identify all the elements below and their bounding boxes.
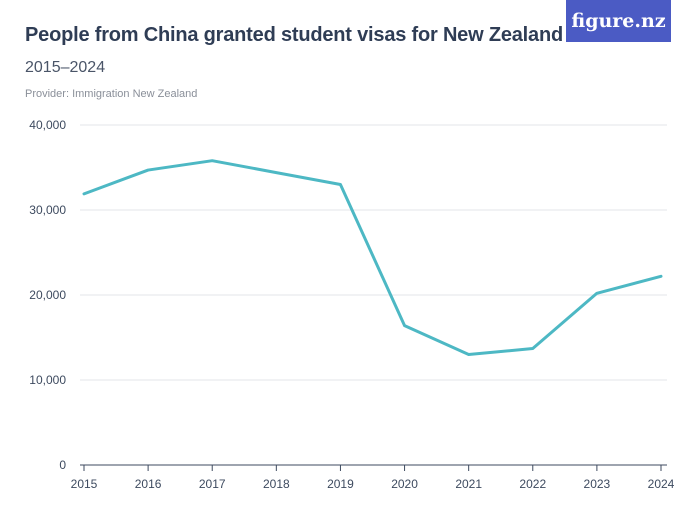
x-tick-label: 2020 bbox=[391, 477, 418, 491]
x-axis: 2015 2016 2017 2018 2019 2020 2021 2022 2023 2024 bbox=[71, 464, 675, 491]
x-tick-label: 2023 bbox=[584, 477, 611, 491]
y-tick-label: 40,000 bbox=[29, 118, 66, 132]
grid-lines bbox=[80, 124, 667, 381]
x-tick-label: 2024 bbox=[648, 477, 675, 491]
x-tick-label: 2016 bbox=[135, 477, 162, 491]
y-tick-label: 10,000 bbox=[29, 373, 66, 387]
chart-title: People from China granted student visas … bbox=[25, 24, 563, 46]
x-tick-label: 2022 bbox=[519, 477, 546, 491]
series-line bbox=[82, 159, 663, 356]
y-tick-label: 20,000 bbox=[29, 288, 66, 302]
x-tick-label: 2021 bbox=[455, 477, 482, 491]
y-tick-label: 30,000 bbox=[29, 203, 66, 217]
x-tick-label: 2015 bbox=[71, 477, 98, 491]
y-axis: 0 10,000 20,000 30,000 40,000 bbox=[29, 118, 66, 472]
series bbox=[82, 159, 663, 356]
chart-subtitle: 2015–2024 bbox=[25, 59, 106, 76]
x-tick-label: 2017 bbox=[199, 477, 226, 491]
x-tick-label: 2019 bbox=[327, 477, 354, 491]
data-provider: Provider: Immigration New Zealand bbox=[25, 88, 198, 100]
y-tick-label: 0 bbox=[59, 458, 66, 472]
figure-nz-logo[interactable]: figure.nz bbox=[566, 0, 671, 42]
x-tick-label: 2018 bbox=[263, 477, 290, 491]
